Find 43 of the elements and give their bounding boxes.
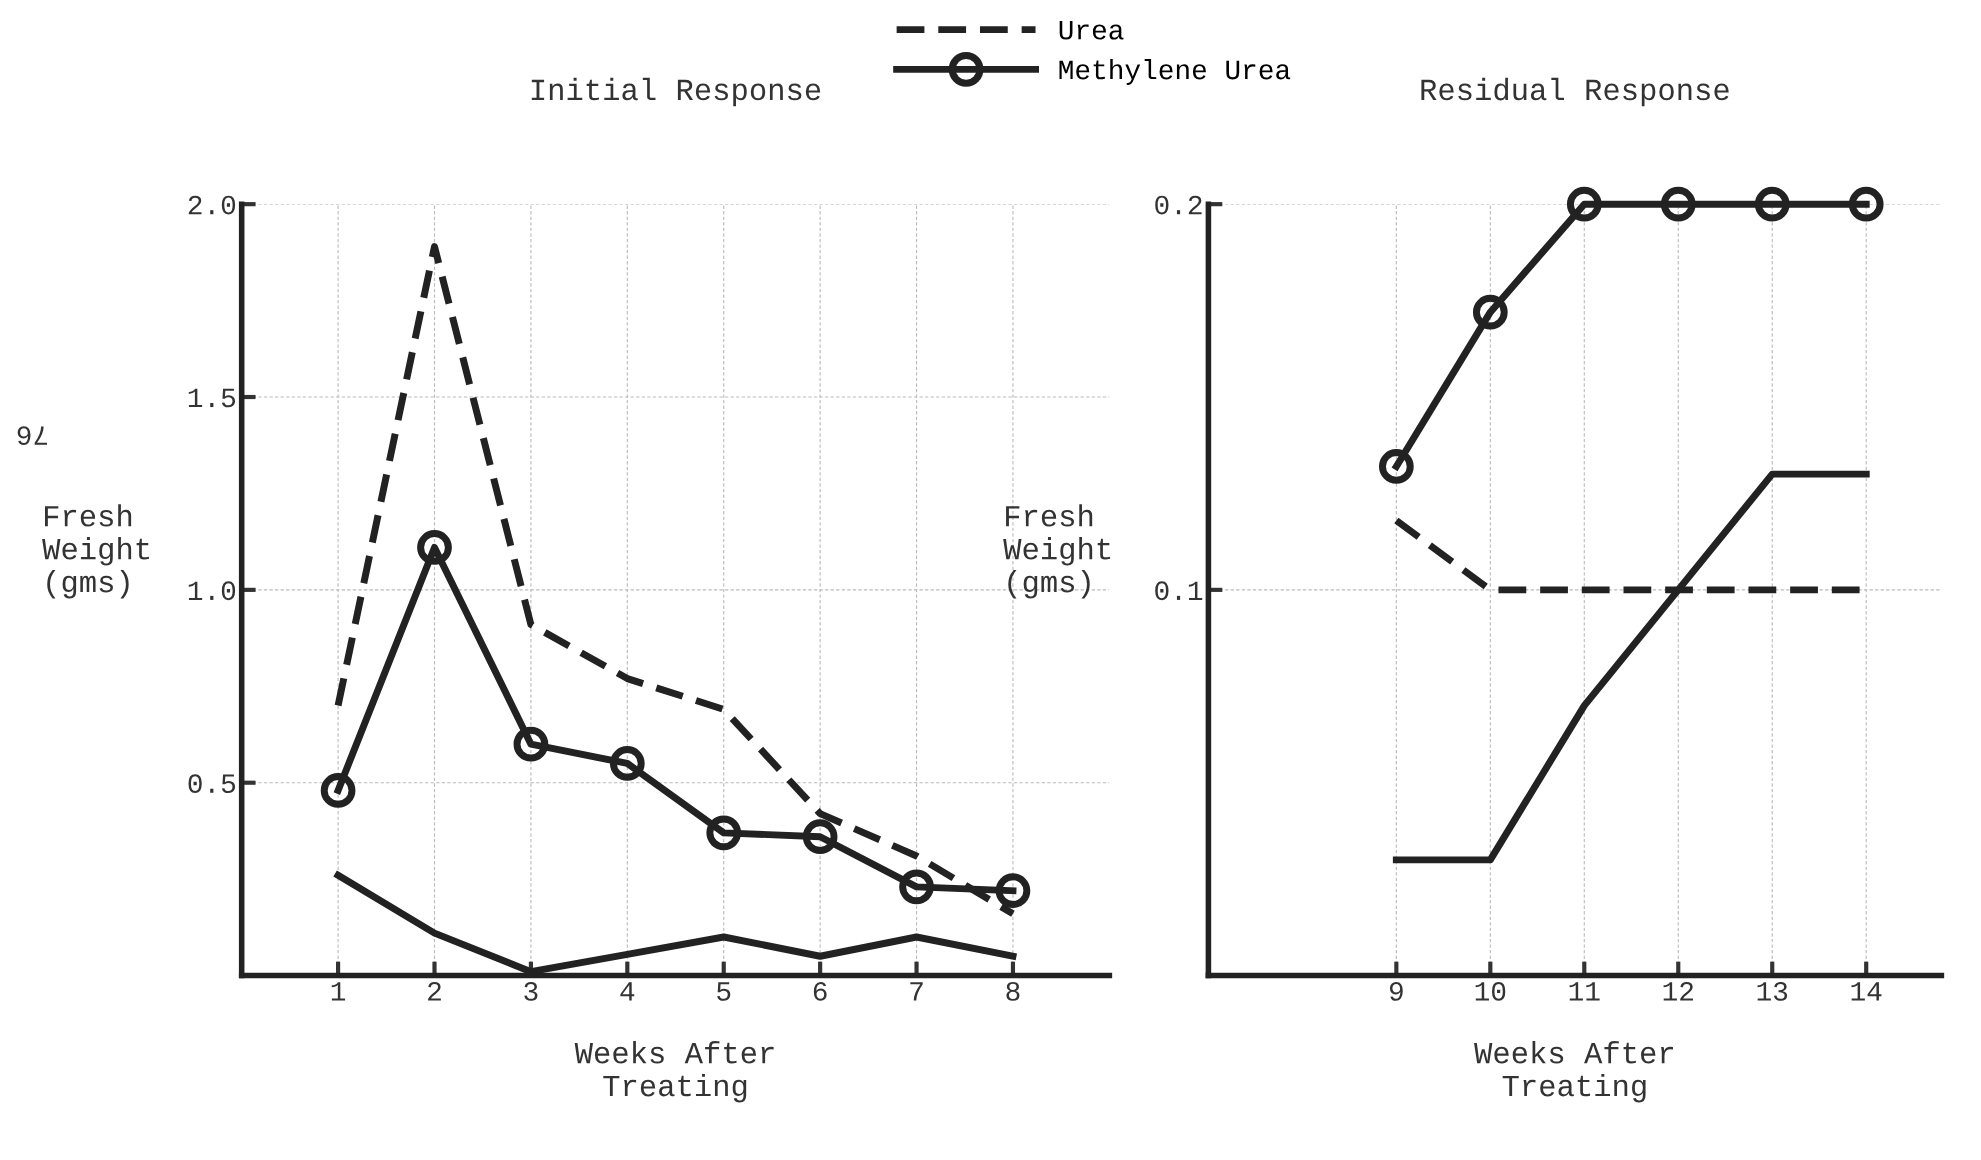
point — [995, 873, 1031, 909]
x-tick-label: 3 — [524, 981, 538, 1001]
y-axis-title: Fresh Weight (gms) — [1003, 504, 1111, 599]
y-tick-label: 0.1 — [1155, 581, 1203, 601]
legend-label: Urea — [1059, 21, 1124, 40]
y-tick-label: 1.0 — [188, 581, 236, 601]
point — [706, 815, 742, 851]
point — [609, 746, 645, 781]
point — [320, 773, 356, 808]
point — [513, 726, 549, 762]
text: 76 — [17, 426, 48, 446]
x-tick-label: 11 — [1569, 982, 1600, 1001]
x-axis-title: Weeks After Treating — [1474, 1041, 1673, 1103]
x-axis-title: Weeks After Treating — [574, 1041, 774, 1103]
point — [1378, 449, 1414, 484]
x-tick-label: 1 — [331, 982, 346, 1001]
point — [1566, 186, 1602, 222]
x-tick-label: 12 — [1663, 981, 1693, 1001]
y-axis-title: Fresh Weight (gms) — [42, 504, 149, 599]
y-tick-label: 2.0 — [188, 195, 236, 215]
point — [1472, 294, 1508, 330]
x-tick-label: 13 — [1757, 981, 1788, 1001]
x-tick-label: 8 — [1006, 981, 1020, 1001]
x-tick-label: 4 — [620, 982, 635, 1001]
y-tick-label: 0.5 — [188, 774, 236, 794]
legend-label: Methylene Urea — [1059, 58, 1291, 85]
point — [802, 819, 838, 855]
x-tick-label: 9 — [1389, 981, 1403, 1001]
point — [1660, 186, 1696, 222]
x-tick-label: 10 — [1475, 981, 1506, 1001]
y-tick-label: 0.2 — [1155, 195, 1202, 215]
x-tick-label: 2 — [428, 981, 441, 1001]
point — [1848, 186, 1884, 222]
chart-title: Initial Response — [531, 77, 821, 107]
x-tick-label: 6 — [813, 981, 827, 1001]
point — [899, 869, 934, 905]
x-tick-label: 14 — [1851, 982, 1882, 1001]
x-tick-label: 5 — [717, 982, 731, 1001]
x-tick-label: 7 — [910, 982, 923, 1001]
point — [1754, 186, 1790, 222]
point — [417, 530, 452, 565]
y-tick-label: 1.5 — [188, 388, 236, 408]
chart-title: Residual Response — [1421, 77, 1729, 107]
